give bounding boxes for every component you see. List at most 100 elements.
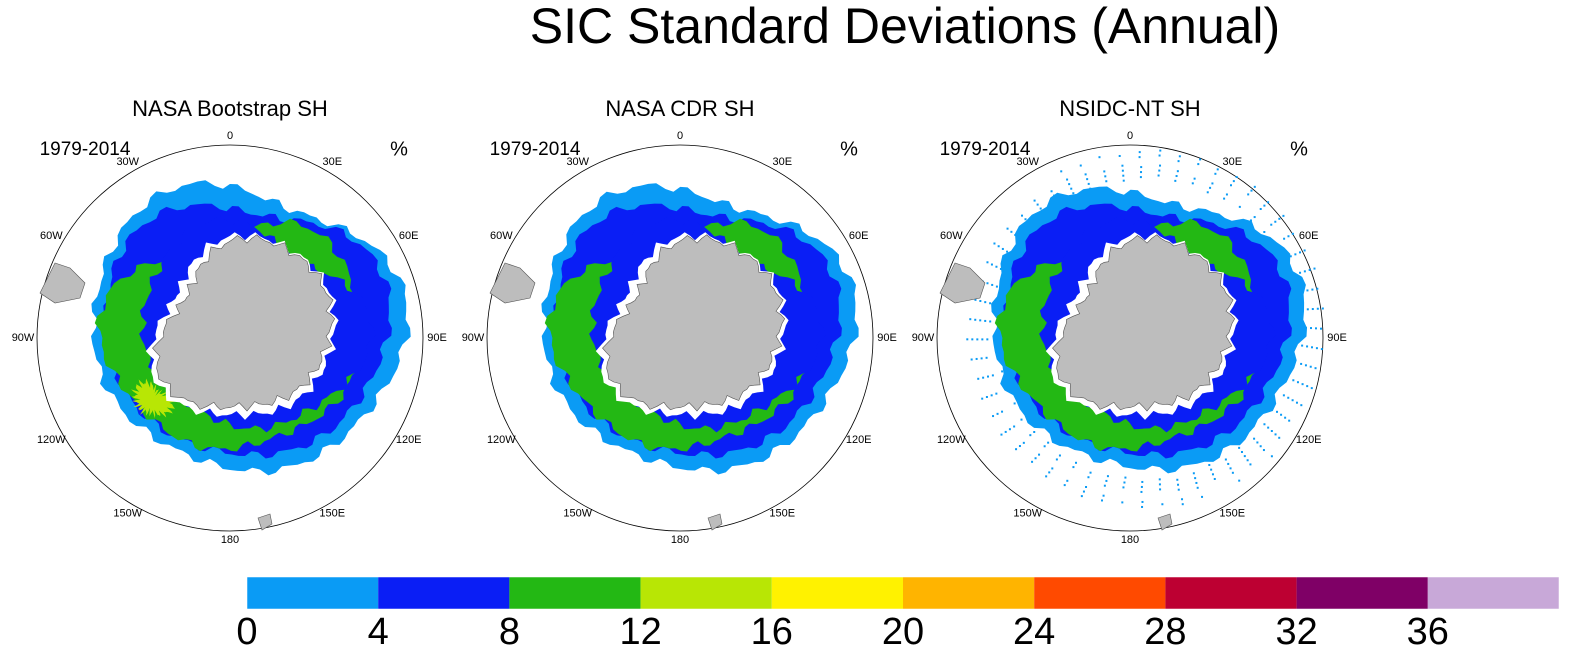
ice-speck bbox=[1199, 158, 1202, 161]
ice-speck bbox=[1231, 471, 1234, 474]
ice-speck bbox=[1303, 270, 1306, 273]
south-america bbox=[939, 262, 986, 304]
ice-speck bbox=[1022, 441, 1025, 444]
colorbar-tick-label: 8 bbox=[499, 611, 520, 653]
ice-speck bbox=[971, 338, 974, 341]
ice-speck bbox=[976, 338, 979, 341]
longitude-label: 180 bbox=[671, 534, 689, 546]
ice-speck bbox=[1229, 467, 1232, 470]
ice-speck bbox=[1122, 486, 1125, 489]
ice-speck bbox=[1259, 445, 1262, 448]
colorbar-box bbox=[1427, 577, 1559, 609]
map-panel: NSIDC-NT SH 1979-2014 % 0 30E 60E 90E 120E 150E 1… bbox=[912, 96, 1347, 546]
ice-speck bbox=[1098, 156, 1101, 159]
units-label: % bbox=[1290, 138, 1308, 160]
ice-speck bbox=[1280, 413, 1283, 416]
ice-speck bbox=[1177, 483, 1180, 486]
ice-speck bbox=[1008, 428, 1011, 431]
ice-speck bbox=[1309, 327, 1312, 330]
ice-speck bbox=[1047, 441, 1050, 444]
ice-speck bbox=[1300, 362, 1303, 365]
longitude-label: 30W bbox=[566, 156, 589, 168]
ice-speck bbox=[1178, 155, 1181, 158]
ice-speck bbox=[1105, 180, 1108, 183]
ice-speck bbox=[1015, 448, 1018, 451]
ice-speck bbox=[1263, 230, 1266, 233]
ice-speck bbox=[1314, 367, 1317, 370]
ice-speck bbox=[1138, 156, 1141, 159]
ice-speck bbox=[986, 375, 989, 378]
ice-speck bbox=[1211, 182, 1214, 185]
ice-speck bbox=[979, 300, 982, 303]
ice-speck bbox=[1124, 476, 1127, 479]
colorbar-tick-label: 0 bbox=[236, 611, 257, 653]
ice-speck bbox=[969, 318, 972, 321]
ice-speck bbox=[1291, 399, 1294, 402]
ice-speck bbox=[1270, 455, 1273, 458]
ice-speck bbox=[984, 301, 987, 304]
ice-speck bbox=[1181, 498, 1184, 501]
ice-speck bbox=[1227, 462, 1230, 465]
ice-speck bbox=[1249, 219, 1252, 222]
ice-speck bbox=[1121, 501, 1124, 504]
south-america bbox=[39, 262, 86, 304]
ice-speck bbox=[1256, 441, 1259, 444]
ice-speck bbox=[1262, 449, 1265, 452]
ice-speck bbox=[1282, 214, 1285, 217]
ice-speck bbox=[1267, 201, 1270, 204]
ice-speck bbox=[1174, 179, 1177, 182]
ice-speck bbox=[1247, 193, 1250, 196]
new-zealand bbox=[1157, 513, 1173, 531]
ice-speck bbox=[979, 319, 982, 322]
ice-speck bbox=[1287, 235, 1290, 238]
ice-speck bbox=[1270, 223, 1273, 226]
ice-speck bbox=[1010, 230, 1013, 233]
ice-speck bbox=[1158, 169, 1161, 172]
ice-speck bbox=[1018, 445, 1021, 448]
ice-speck bbox=[1045, 475, 1048, 478]
ice-speck bbox=[1232, 180, 1235, 183]
period-label: 1979-2014 bbox=[40, 139, 131, 160]
ice-speck bbox=[1193, 177, 1196, 180]
longitude-label: 150W bbox=[113, 508, 142, 520]
ice-speck bbox=[1294, 253, 1297, 256]
longitude-label: 90E bbox=[427, 332, 447, 344]
ice-speck bbox=[1140, 490, 1143, 493]
ice-speck bbox=[1138, 151, 1141, 154]
longitude-label: 180 bbox=[221, 534, 239, 546]
ice-speck bbox=[1197, 163, 1200, 166]
longitude-label: 180 bbox=[1121, 534, 1139, 546]
ice-speck bbox=[1103, 170, 1106, 173]
ice-speck bbox=[990, 394, 993, 397]
ice-speck bbox=[1274, 433, 1277, 436]
longitude-label: 90E bbox=[877, 332, 897, 344]
colorbar-tick-label: 36 bbox=[1407, 611, 1449, 653]
ice-speck bbox=[974, 318, 977, 321]
ice-speck bbox=[1181, 503, 1184, 506]
ice-speck bbox=[975, 357, 978, 360]
ice-speck bbox=[1048, 471, 1051, 474]
ice-speck bbox=[974, 298, 977, 301]
ice-speck bbox=[1213, 477, 1216, 480]
ice-speck bbox=[997, 245, 1000, 248]
ice-speck bbox=[1158, 478, 1161, 481]
ice-speck bbox=[1238, 205, 1241, 208]
ice-speck bbox=[1238, 479, 1241, 482]
ice-speck bbox=[1079, 164, 1082, 167]
ice-speck bbox=[981, 338, 984, 341]
ice-speck bbox=[985, 395, 988, 398]
ice-speck bbox=[1087, 476, 1090, 479]
longitude-label: 120E bbox=[1296, 434, 1322, 446]
ice-speck bbox=[1304, 364, 1307, 367]
ice-speck bbox=[1196, 486, 1199, 489]
panel-title: NASA CDR SH bbox=[605, 96, 754, 121]
map-panel: NASA CDR SH 1979-2014 % 0 30E 60E 90E 120E 150E 1… bbox=[462, 96, 897, 546]
ice-speck bbox=[1159, 149, 1162, 152]
ice-speck bbox=[1050, 190, 1053, 193]
ice-speck bbox=[1201, 495, 1204, 498]
ice-speck bbox=[1295, 401, 1298, 404]
ice-speck bbox=[1021, 214, 1024, 217]
longitude-label: 120W bbox=[937, 434, 966, 446]
longitude-label: 0 bbox=[227, 130, 233, 142]
ice-speck bbox=[1140, 485, 1143, 488]
